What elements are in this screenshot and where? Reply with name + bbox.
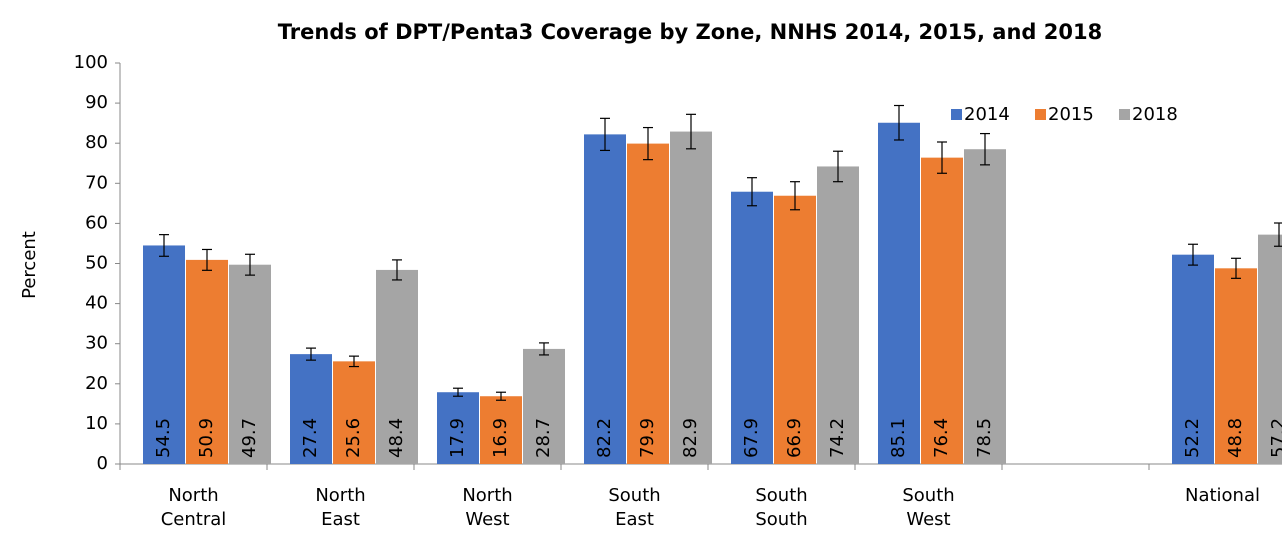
bar: [584, 134, 626, 465]
bar: [878, 122, 920, 465]
legend-swatch: [1035, 109, 1046, 120]
y-tick-label: 80: [85, 132, 108, 153]
value-label: 50.9: [196, 418, 217, 458]
value-label: 79.9: [637, 418, 658, 458]
x-tick-label: South East: [608, 485, 661, 530]
chart-title: Trends of DPT/Penta3 Coverage by Zone, N…: [278, 20, 1102, 44]
value-label: 17.9: [447, 418, 468, 458]
legend-label: 2018: [1132, 104, 1178, 125]
bar: [523, 348, 565, 464]
bar: [333, 361, 375, 464]
value-label: 16.9: [490, 418, 511, 458]
value-label: 52.2: [1182, 418, 1203, 458]
y-tick-label: 90: [85, 92, 108, 113]
bar: [290, 354, 332, 464]
legend-label: 2014: [964, 104, 1010, 125]
bar: [1258, 234, 1282, 464]
value-label: 28.7: [533, 418, 554, 458]
x-tick-label: North Central: [160, 485, 227, 530]
bar: [437, 392, 479, 464]
legend-swatch: [951, 109, 962, 120]
bar: [670, 131, 712, 465]
bar: [774, 195, 816, 464]
value-label: 67.9: [741, 418, 762, 458]
legend-label: 2015: [1048, 104, 1094, 125]
x-tick-label: North West: [462, 485, 513, 530]
value-label: 25.6: [343, 418, 364, 458]
bar: [817, 166, 859, 464]
y-tick-label: 10: [85, 413, 108, 434]
bar: [143, 245, 185, 464]
value-label: 82.2: [594, 418, 615, 458]
value-label: 57.2: [1268, 418, 1282, 458]
value-label: 76.4: [931, 418, 952, 458]
y-tick-label: 20: [85, 373, 108, 394]
x-tick-label: South West: [902, 485, 955, 530]
value-label: 54.5: [153, 418, 174, 458]
y-tick-label: 60: [85, 212, 108, 233]
y-tick-label: 30: [85, 333, 108, 354]
value-label: 48.4: [386, 418, 407, 458]
y-tick-label: 0: [97, 453, 108, 474]
value-label: 27.4: [300, 418, 321, 458]
x-tick-label: North East: [315, 485, 366, 530]
value-label: 66.9: [784, 418, 805, 458]
bar: [376, 269, 418, 464]
y-tick-label: 40: [85, 293, 108, 314]
y-tick-label: 70: [85, 172, 108, 193]
bar: [229, 264, 271, 464]
bar: [186, 259, 228, 464]
bar: [627, 143, 669, 464]
bar: [1215, 268, 1257, 464]
y-tick-label: 50: [85, 253, 108, 274]
bar: [1172, 254, 1214, 464]
value-label: 49.7: [239, 418, 260, 458]
value-label: 82.9: [680, 418, 701, 458]
legend-swatch: [1119, 109, 1130, 120]
x-tick-label: National: [1184, 485, 1260, 506]
bar: [964, 149, 1006, 464]
value-label: 85.1: [888, 418, 909, 458]
bar: [480, 396, 522, 464]
y-tick-label: 100: [74, 52, 108, 73]
value-label: 78.5: [974, 418, 995, 458]
bar: [731, 191, 773, 464]
bar: [921, 157, 963, 465]
y-axis-label: Percent: [19, 231, 40, 299]
x-tick-label: South South: [755, 485, 808, 530]
value-label: 74.2: [827, 418, 848, 458]
value-label: 48.8: [1225, 418, 1246, 458]
